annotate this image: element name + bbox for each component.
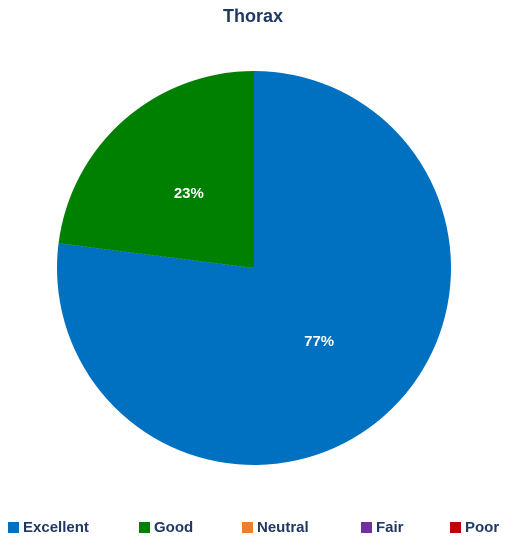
legend-label-neutral: Neutral <box>257 519 309 536</box>
legend-swatch-good <box>139 522 150 533</box>
data-label-excellent: 77% <box>304 333 334 350</box>
legend-item-poor: Poor <box>450 519 499 536</box>
legend-label-poor: Poor <box>465 519 500 536</box>
chart-legend: Excellent Good Neutral Fair Poor <box>8 519 506 539</box>
legend-item-excellent: Excellent <box>8 519 89 536</box>
legend-swatch-fair <box>361 522 372 533</box>
legend-swatch-excellent <box>8 522 19 533</box>
legend-item-neutral: Neutral <box>242 519 309 536</box>
pie-slice-good <box>58 71 254 268</box>
legend-label-good: Good <box>154 519 194 536</box>
legend-label-fair: Fair <box>376 519 404 536</box>
legend-swatch-neutral <box>242 522 253 533</box>
chart-title: Thorax <box>222 6 283 26</box>
legend-label-excellent: Excellent <box>23 519 89 536</box>
legend-swatch-poor <box>450 522 461 533</box>
pie-chart: 77% 23% <box>56 71 452 465</box>
legend-item-fair: Fair <box>361 519 404 536</box>
legend-item-good: Good <box>139 519 193 536</box>
data-label-good: 23% <box>174 185 204 202</box>
